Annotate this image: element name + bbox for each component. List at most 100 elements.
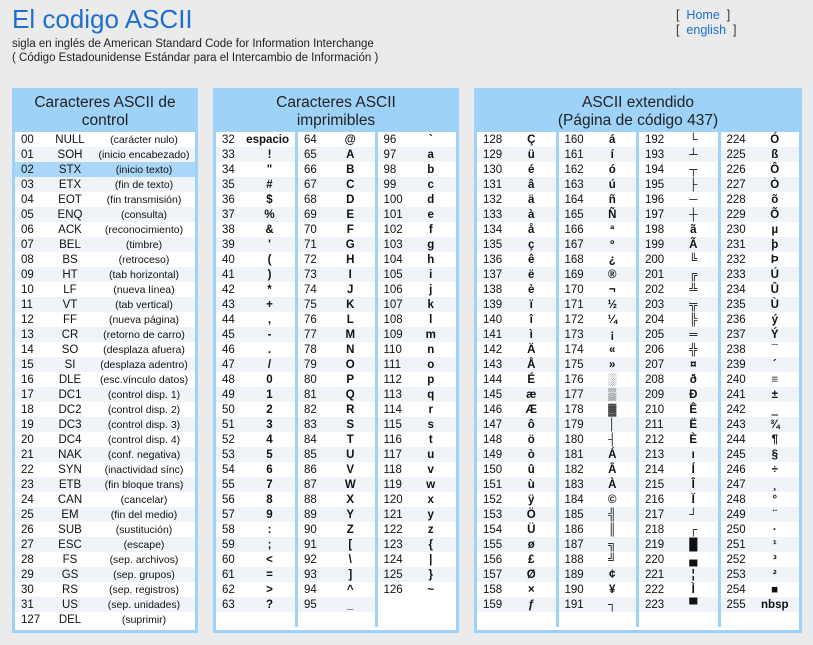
table-row: 189 ¢ (558, 567, 637, 582)
char-code: 128 (483, 133, 503, 146)
char-code: 21 (21, 448, 34, 461)
char-code: 36 (222, 193, 235, 206)
char-glyph: l (429, 313, 433, 326)
table-row: 91 [ (298, 537, 375, 552)
char-description: (reconocimiento) (104, 223, 184, 236)
char-code: 237 (726, 328, 746, 341)
char-glyph: à (528, 208, 535, 221)
char-glyph: * (267, 283, 272, 296)
home-link[interactable]: Home (686, 8, 720, 22)
char-glyph: 6 (266, 463, 273, 476)
char-code: 205 (645, 328, 665, 341)
char-glyph: m (425, 328, 436, 341)
table-row: 26 SUB (sustitución) (15, 522, 195, 537)
table-row: 100 d (378, 192, 456, 207)
table-row: 00 NULL (carácter nulo) (15, 132, 195, 147)
char-description: (carácter nulo) (110, 133, 178, 146)
table-row: 53 5 (216, 447, 295, 462)
char-code: 35 (222, 178, 235, 191)
table-row: 248 ° (721, 492, 800, 507)
table-row: 161 í (558, 147, 637, 162)
table-row: 234 Û (721, 282, 800, 297)
printable-chars-panel: Caracteres ASCII imprimibles 32 espacio 33… (213, 88, 459, 633)
table-row: 109 m (377, 327, 456, 342)
table-row: 192 └ (639, 132, 718, 147)
char-code: 241 (726, 388, 746, 401)
table-row: 104 h (378, 252, 456, 267)
table-row: 177 ▒ (558, 387, 637, 402)
char-code: 198 (645, 223, 665, 236)
char-code: 239 (726, 358, 746, 371)
char-glyph: _ (347, 598, 354, 611)
char-glyph: x (427, 493, 434, 506)
char-code: 140 (483, 313, 503, 326)
char-code: 52 (222, 433, 235, 446)
char-glyph: ■ (771, 583, 779, 596)
char-code: 230 (726, 223, 746, 236)
char-abbreviation: CR (61, 328, 79, 341)
english-link[interactable]: english (686, 23, 727, 37)
char-code: 242 (726, 403, 746, 416)
char-code: 170 (564, 283, 584, 296)
char-code: 85 (304, 448, 317, 461)
char-code: 236 (726, 313, 746, 326)
char-code: 249 (726, 508, 746, 521)
char-code: 152 (483, 493, 503, 506)
table-row: 66 B (298, 162, 375, 177)
control-chars-panel: Caracteres ASCII de control 00 NULL (carác… (12, 88, 198, 633)
char-glyph: j (429, 283, 433, 296)
char-code: 186 (564, 523, 584, 536)
char-code: 137 (483, 268, 503, 281)
char-glyph: I (348, 268, 352, 281)
char-code: 76 (304, 313, 317, 326)
table-row: 98 b (378, 162, 456, 177)
char-code: 181 (564, 448, 584, 461)
char-code: 161 (564, 148, 584, 161)
char-glyph: Ê (689, 403, 698, 416)
char-abbreviation: SUB (58, 523, 82, 536)
char-glyph: ° (772, 493, 778, 506)
char-code: 145 (483, 388, 503, 401)
char-glyph: { (428, 538, 433, 551)
table-row: 113 q (377, 387, 456, 402)
char-description: (tab vertical) (115, 298, 173, 311)
char-description: (retorno de carro) (103, 328, 185, 341)
char-code: 147 (483, 418, 503, 431)
top-links: [ Home ] [ english ] (676, 8, 736, 38)
char-description: (sustitución) (115, 523, 173, 536)
table-row: 149 ò (477, 447, 556, 462)
table-row: 126 ~ (378, 582, 456, 597)
char-code: 243 (726, 418, 746, 431)
char-glyph: ; (267, 538, 272, 551)
char-glyph: K (346, 298, 355, 311)
char-code: 134 (483, 223, 503, 236)
table-row: 249 ¨ (720, 507, 800, 522)
char-glyph: u (427, 448, 435, 461)
table-row: 255 nbsp (720, 597, 800, 612)
char-abbreviation: DEL (58, 613, 82, 626)
char-code: 15 (21, 358, 34, 371)
table-row: 05 ENQ (consulta) (15, 207, 195, 222)
char-code: 99 (383, 178, 397, 191)
char-glyph: @ (344, 133, 356, 146)
char-glyph: & (265, 223, 274, 236)
table-row: 188 ╝ (559, 552, 637, 567)
char-description: (esc.vínculo datos) (99, 373, 189, 386)
char-code: 162 (564, 163, 584, 176)
char-glyph: ´ (772, 358, 777, 371)
char-glyph: Ç (527, 133, 536, 146)
table-row: 108 l (378, 312, 456, 327)
char-code: 101 (383, 208, 403, 221)
char-code: 197 (645, 208, 665, 221)
char-glyph: ï (529, 298, 533, 311)
char-code: 220 (645, 553, 665, 566)
char-code: 87 (304, 478, 317, 491)
char-glyph: ] (348, 568, 353, 581)
char-glyph: 0 (266, 373, 273, 386)
table-row: 235 Ù (720, 297, 800, 312)
char-code: 109 (383, 328, 403, 341)
char-description: (control disp. 1) (107, 388, 181, 401)
char-glyph: « (609, 343, 616, 356)
table-row: 90 Z (298, 522, 375, 537)
char-glyph: Ù (770, 298, 779, 311)
